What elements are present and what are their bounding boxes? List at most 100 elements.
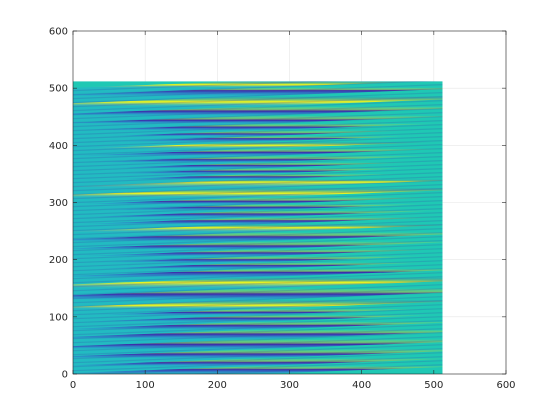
- heatmap-fringe: [73, 344, 443, 360]
- heatmap-fringe: [73, 204, 443, 220]
- heatmap-band: [73, 123, 443, 144]
- heatmap-fringe: [73, 212, 443, 228]
- heatmap-fringe: [73, 292, 443, 308]
- heatmap-band: [73, 342, 443, 366]
- heatmap-fringe: [73, 83, 443, 100]
- x-tick-label: 600: [496, 380, 515, 391]
- heatmap-band: [73, 81, 424, 95]
- heatmap-fringe: [73, 128, 443, 144]
- heatmap-band: [73, 203, 443, 225]
- heatmap-fringe: [73, 352, 443, 368]
- y-tick-label: 300: [49, 198, 68, 209]
- heatmap-fringe: [73, 144, 443, 160]
- heatmap-band: [73, 180, 443, 205]
- heatmap-band: [73, 129, 443, 149]
- heatmap-fringe: [73, 176, 443, 192]
- heatmap-fringe: [73, 192, 443, 208]
- heatmap-band: [73, 89, 443, 114]
- heatmap-fringe: [73, 108, 443, 124]
- heatmap-fringe: [73, 264, 443, 280]
- heatmap-fringe: [73, 224, 443, 240]
- heatmap-fringe: [73, 136, 443, 152]
- heatmap-fringe: [73, 132, 443, 148]
- heatmap-fringe: [73, 236, 443, 252]
- heatmap-band: [73, 261, 443, 285]
- heatmap-band: [73, 161, 443, 181]
- heatmap-fringe: [73, 140, 443, 156]
- heatmap-fringe: [73, 112, 443, 128]
- heatmap-fringe: [73, 284, 443, 300]
- heatmap-band: [73, 166, 443, 187]
- x-tick-label: 300: [280, 380, 299, 391]
- heatmap-fringe: [73, 304, 443, 320]
- heatmap-band: [73, 255, 443, 276]
- y-tick-label: 500: [49, 84, 68, 95]
- x-axis-ticks: 0 100 200 300 400 500 600: [70, 31, 516, 391]
- heatmap-fringe: [73, 260, 443, 276]
- heatmap-fringe: [73, 228, 443, 244]
- heatmap-fringe: [73, 300, 443, 316]
- y-tick-label: 400: [49, 141, 68, 152]
- heatmap-band: [73, 225, 443, 249]
- heatmap-band: [73, 308, 443, 329]
- heatmap-fringe: [73, 120, 443, 136]
- heatmap-fringe: [73, 116, 443, 132]
- heatmap-fringe: [73, 324, 443, 340]
- heatmap-fringe: [73, 232, 443, 248]
- heatmap-image: [73, 81, 443, 374]
- heatmap-fringe: [73, 320, 443, 336]
- heatmap-fringe: [73, 208, 443, 224]
- y-axis-ticks: 0 100 200 300 400 500 600: [49, 27, 506, 381]
- heatmap-fringe: [73, 288, 443, 304]
- heatmap-fringe: [73, 280, 443, 296]
- heatmap-band: [73, 108, 443, 131]
- heatmap-fringe: [73, 248, 443, 264]
- heatmap-fringe: [73, 216, 443, 232]
- heatmap-band: [73, 301, 443, 323]
- heatmap-band: [73, 190, 443, 212]
- y-tick-label: 0: [62, 370, 68, 381]
- heatmap-fringe: [73, 172, 443, 188]
- heatmap-fringe: [73, 100, 443, 116]
- heatmap-fringe: [73, 81, 440, 96]
- heatmap-band: [73, 197, 443, 218]
- heatmap-band: [73, 99, 443, 123]
- heatmap-band: [73, 234, 443, 257]
- heatmap-fringe: [73, 184, 443, 200]
- heatmap-fringe: [73, 348, 443, 364]
- heatmap-band: [73, 116, 443, 138]
- heatmap-band: [73, 292, 443, 316]
- heatmap-band: [73, 210, 443, 232]
- heatmap-band: [73, 322, 443, 347]
- y-tick-label: 200: [49, 255, 68, 266]
- x-tick-label: 100: [136, 380, 155, 391]
- x-tick-label: 400: [352, 380, 371, 391]
- heatmap-fringe: [73, 152, 443, 168]
- x-tick-label: 500: [424, 380, 443, 391]
- heatmap-band: [73, 134, 443, 156]
- heatmap-fringe: [73, 244, 443, 260]
- y-tick-label: 600: [49, 27, 68, 38]
- heatmap-band: [73, 217, 443, 240]
- heatmap-fringe: [73, 316, 443, 332]
- heatmap-fringe: [73, 356, 443, 372]
- heatmap-band: [73, 172, 443, 195]
- heatmap-fringe: [73, 308, 443, 324]
- heatmap-fringe: [73, 92, 443, 108]
- x-tick-label: 200: [208, 380, 227, 391]
- heatmap-fringe: [73, 336, 443, 352]
- heatmap-fringe: [73, 188, 443, 204]
- heatmap-band: [73, 314, 443, 337]
- heatmap-fringe: [73, 276, 443, 292]
- heatmap-fringe: [73, 87, 443, 104]
- heatmap-fringe: [73, 312, 443, 328]
- heatmap-fringe: [73, 160, 443, 176]
- heatmap-fringe: [73, 124, 443, 140]
- heatmap-fringe: [73, 328, 443, 344]
- heatmap-band: [73, 351, 443, 373]
- heatmap-fringe: [73, 296, 443, 312]
- heatmap-fringe: [73, 196, 443, 212]
- heatmap-fringe: [73, 96, 443, 112]
- heatmap-band: [73, 148, 443, 170]
- heatmap-band: [73, 141, 443, 163]
